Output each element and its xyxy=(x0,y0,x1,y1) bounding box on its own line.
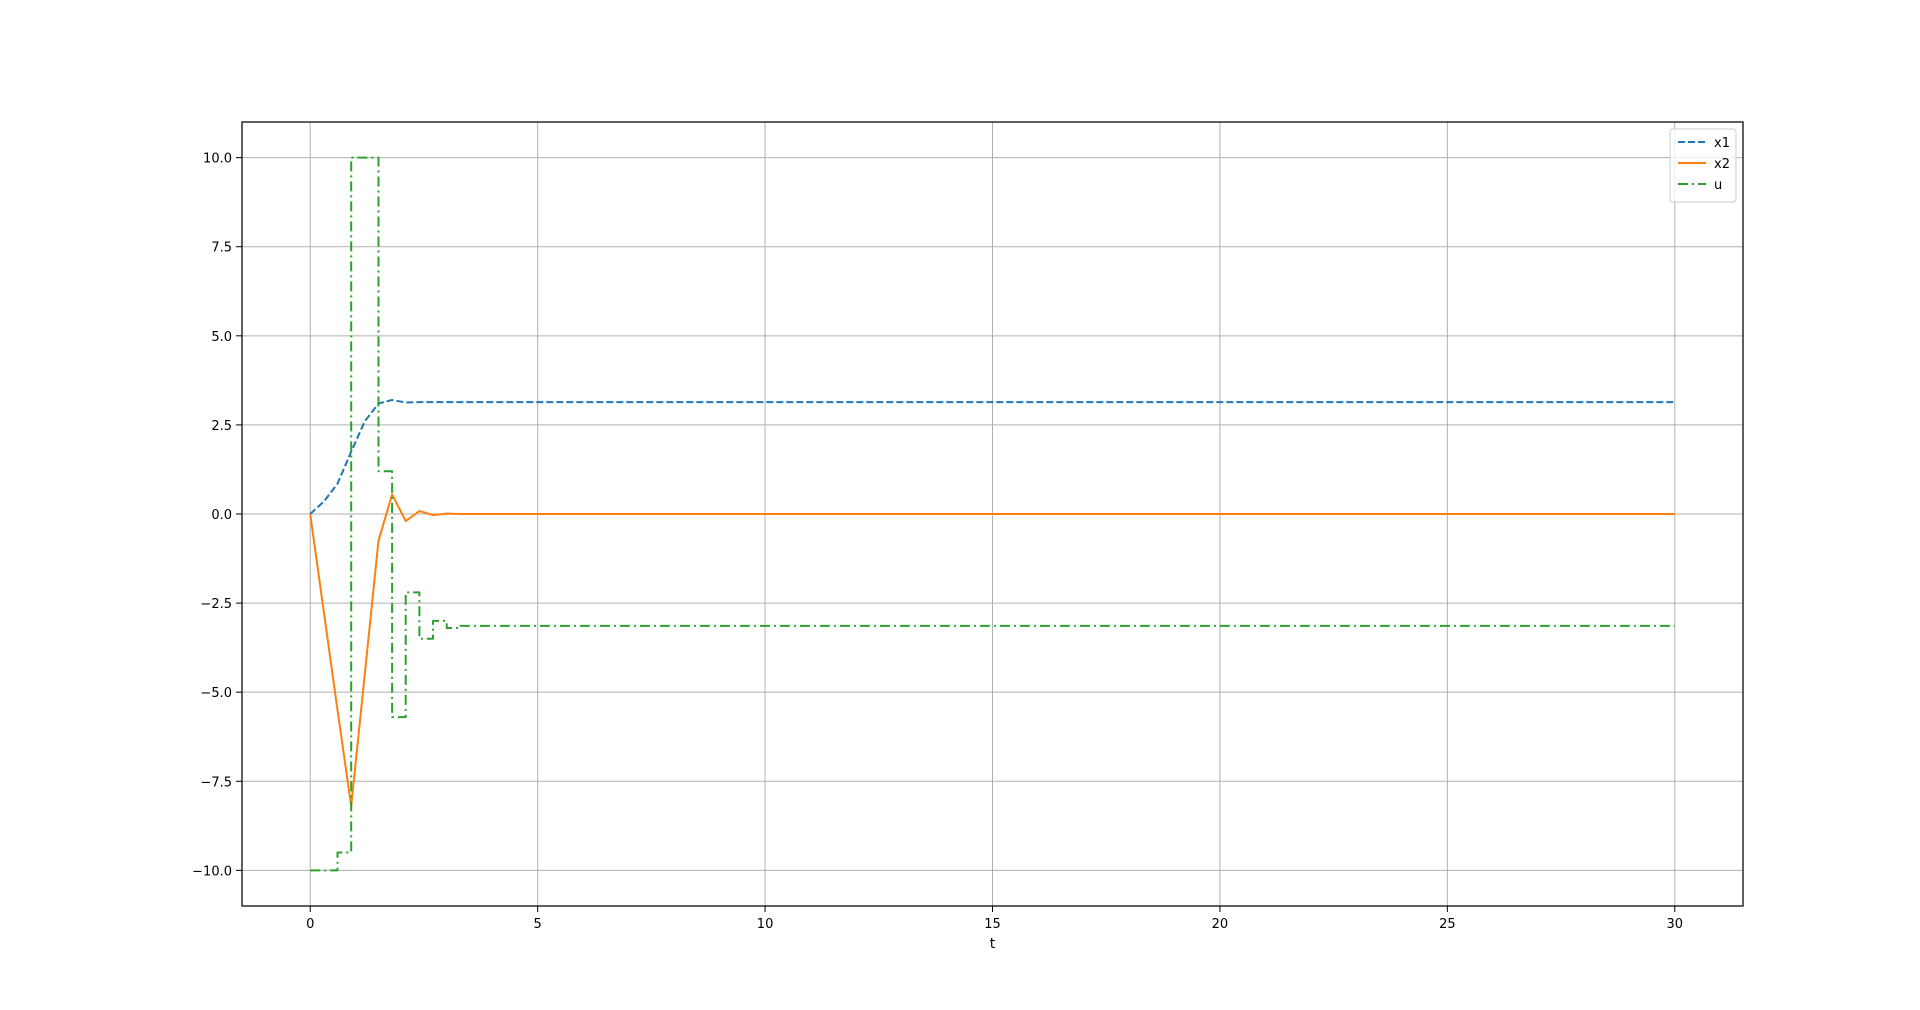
y-tick-label: 10.0 xyxy=(203,152,232,167)
x-tick-label: 10 xyxy=(757,917,774,932)
x-tick-label: 15 xyxy=(984,917,1001,932)
y-tick-label: 7.5 xyxy=(211,241,232,256)
x-tick-label: 25 xyxy=(1439,917,1456,932)
y-tick-label: 0.0 xyxy=(211,508,232,523)
x-tick-label: 0 xyxy=(306,917,314,932)
series-line-x2 xyxy=(309,493,1675,808)
y-tick-label: 2.5 xyxy=(211,419,232,434)
legend-label-u: u xyxy=(1714,178,1722,193)
legend: x1 x2 u xyxy=(1669,128,1737,203)
x-tick-label: 5 xyxy=(534,917,542,932)
y-tick-label: −10.0 xyxy=(192,864,232,879)
plot-series xyxy=(309,156,1675,872)
y-tick-label: −7.5 xyxy=(200,775,232,790)
x-axis-ticks: 0 5 10 15 20 25 30 xyxy=(306,906,1683,932)
x-tick-label: 20 xyxy=(1212,917,1229,932)
legend-label-x1: x1 xyxy=(1714,136,1730,151)
y-tick-label: −2.5 xyxy=(200,597,232,612)
y-axis-ticks: −10.0 −7.5 −5.0 −2.5 0.0 2.5 5.0 7.5 10.0 xyxy=(192,152,242,879)
x-axis-label: t xyxy=(990,936,996,952)
series-line-u xyxy=(310,156,1675,872)
x-tick-label: 30 xyxy=(1666,917,1683,932)
legend-label-x2: x2 xyxy=(1714,157,1730,172)
y-tick-label: 5.0 xyxy=(211,330,232,345)
y-tick-label: −5.0 xyxy=(200,686,232,701)
series-line-x1 xyxy=(309,399,1675,515)
